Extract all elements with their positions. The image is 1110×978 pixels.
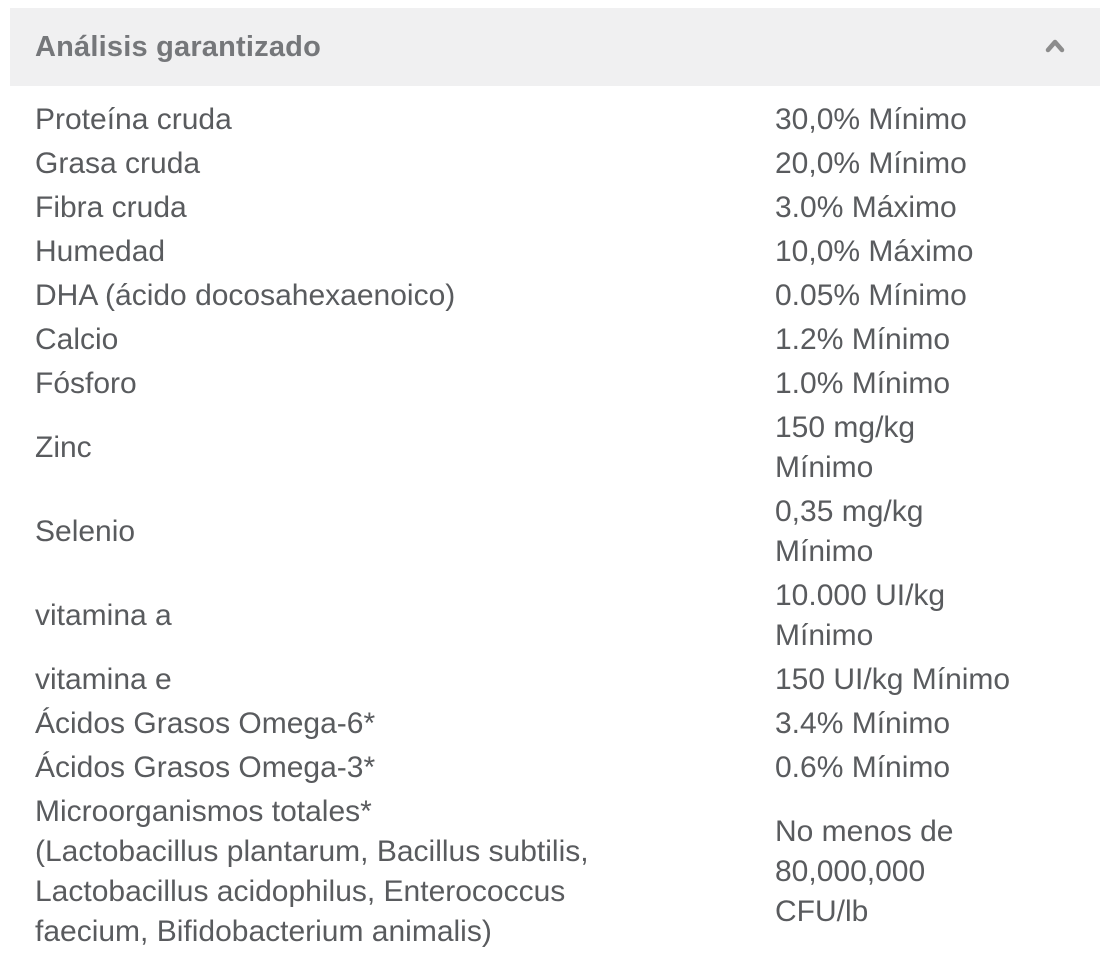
table-row: vitamina e 150 UI/kg Mínimo xyxy=(35,658,1075,702)
table-row: Humedad 10,0% Máximo xyxy=(35,230,1075,274)
table-row: Selenio 0,35 mg/kg Mínimo xyxy=(35,490,1075,574)
nutrient-value: 0.6% Mínimo xyxy=(775,751,951,784)
nutrient-value: 3.0% Máximo xyxy=(775,191,957,224)
nutrient-label: Fósforo xyxy=(35,367,137,400)
nutrient-label: Selenio xyxy=(35,515,136,548)
table-row: Ácidos Grasos Omega-3* 0.6% Mínimo xyxy=(35,746,1075,790)
accordion-header[interactable]: Análisis garantizado xyxy=(10,8,1100,86)
table-row: Ácidos Grasos Omega-6* 3.4% Mínimo xyxy=(35,702,1075,746)
nutrient-value: 3.4% Mínimo xyxy=(775,707,951,740)
nutrient-label: Ácidos Grasos Omega-3* xyxy=(35,751,376,784)
nutrient-label: vitamina a xyxy=(35,599,172,632)
nutrient-label: vitamina e xyxy=(35,663,172,696)
nutrient-value: 0,35 mg/kg Mínimo xyxy=(775,495,924,568)
chevron-up-icon xyxy=(1045,39,1065,53)
nutrient-value: 30,0% Mínimo xyxy=(775,103,967,136)
nutrient-value: 0.05% Mínimo xyxy=(775,279,967,312)
table-row: Grasa cruda 20,0% Mínimo xyxy=(35,142,1075,186)
table-row: Microorganismos totales* (Lactobacillus … xyxy=(35,790,1075,954)
nutrient-value: 1.0% Mínimo xyxy=(775,367,951,400)
nutrient-label: Proteína cruda xyxy=(35,103,232,136)
nutrient-value: 10.000 UI/kg Mínimo xyxy=(775,579,946,652)
nutrient-value: 1.2% Mínimo xyxy=(775,323,951,356)
nutrient-value: 10,0% Máximo xyxy=(775,235,974,268)
nutrient-label: Humedad xyxy=(35,235,166,268)
table-row: Fibra cruda 3.0% Máximo xyxy=(35,186,1075,230)
nutrient-value: 150 mg/kg Mínimo xyxy=(775,411,916,484)
nutrient-label: DHA (ácido docosahexaenoico) xyxy=(35,279,456,312)
nutrient-value: 150 UI/kg Mínimo xyxy=(775,663,1011,696)
nutrient-label: Zinc xyxy=(35,431,92,464)
table-row: Proteína cruda 30,0% Mínimo xyxy=(35,98,1075,142)
nutrient-value: No menos de 80,000,000 CFU/lb xyxy=(775,815,954,928)
table-row: Zinc 150 mg/kg Mínimo xyxy=(35,406,1075,490)
analysis-table: Proteína cruda 30,0% Mínimo Grasa cruda … xyxy=(10,86,1100,954)
nutrient-label: Calcio xyxy=(35,323,119,356)
nutrient-label: Grasa cruda xyxy=(35,147,201,180)
nutrient-value: 20,0% Mínimo xyxy=(775,147,967,180)
table-row: Calcio 1.2% Mínimo xyxy=(35,318,1075,362)
nutrient-label: Fibra cruda xyxy=(35,191,187,224)
table-row: vitamina a 10.000 UI/kg Mínimo xyxy=(35,574,1075,658)
nutrient-label: Ácidos Grasos Omega-6* xyxy=(35,707,376,740)
nutrient-label: Microorganismos totales* (Lactobacillus … xyxy=(35,795,589,948)
table-row: Fósforo 1.0% Mínimo xyxy=(35,362,1075,406)
table-row: DHA (ácido docosahexaenoico) 0.05% Mínim… xyxy=(35,274,1075,318)
section-title: Análisis garantizado xyxy=(35,30,322,63)
